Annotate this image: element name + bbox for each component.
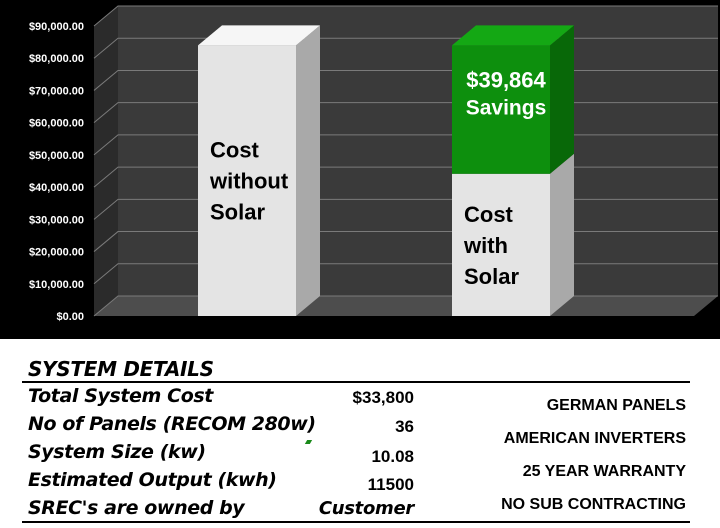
detail-value-srec-owner: Customer (318, 498, 414, 519)
title-divider (22, 381, 690, 383)
bar-segment-top (452, 25, 574, 46)
detail-value-system-size: 10.08 (371, 447, 414, 466)
bar-segment-side (550, 153, 574, 316)
bar-segment-front (452, 173, 550, 316)
bar-segment-label: Cost (464, 202, 514, 227)
y-tick-label: $40,000.00 (29, 182, 84, 194)
system-details-panel: SYSTEM DETAILS Total System Cost $33,800… (0, 339, 720, 528)
chart-side-wall (94, 6, 118, 316)
y-tick-label: $50,000.00 (29, 150, 84, 162)
y-tick-label: $90,000.00 (29, 21, 84, 33)
feature-warranty: 25 YEAR WARRANTY (522, 463, 686, 480)
system-details-title: SYSTEM DETAILS (28, 357, 214, 381)
bar-segment-label: without (209, 169, 289, 194)
y-tick-label: $30,000.00 (29, 214, 84, 226)
bar-segment-side (296, 25, 320, 316)
chart-floor (94, 296, 718, 316)
bar-segment-label: $39,864 (466, 67, 546, 92)
bar-segment-label: Cost (210, 138, 260, 163)
bar-chart: $90,000.00 $80,000.00 $70,000.00 $60,000.00… (29, 5, 718, 323)
feature-no-sub-contracting: NO SUB CONTRACTING (501, 496, 686, 513)
y-tick-label: $70,000.00 (29, 85, 84, 97)
bottom-divider (22, 521, 690, 523)
bar-segment-side (550, 25, 574, 174)
gridline (93, 5, 718, 27)
detail-value-panels: 36 (395, 417, 414, 436)
detail-value-total-cost: $33,800 (352, 388, 414, 407)
chart-area: $90,000.00 $80,000.00 $70,000.00 $60,000.00… (0, 0, 720, 339)
detail-value-estimated-output: 11500 (367, 475, 414, 494)
detail-label-total-cost: Total System Cost (28, 385, 213, 407)
bar-segment-front (452, 45, 550, 174)
feature-american-inverters: AMERICAN INVERTERS (503, 430, 686, 447)
detail-label-system-size: System Size (kw) (28, 441, 206, 463)
detail-label-panels: No of Panels (RECOM 280w) (28, 413, 316, 435)
bar-segment-label: Savings (466, 96, 547, 119)
bar-segment-label: Solar (210, 200, 265, 225)
y-tick-label: $60,000.00 (29, 118, 84, 130)
bar-segment-label: with (463, 233, 508, 258)
y-tick-label: $80,000.00 (29, 53, 84, 65)
bar-segment-label: Solar (464, 264, 519, 289)
detail-label-estimated-output: Estimated Output (kwh) (28, 469, 277, 491)
bar-segment-top (198, 25, 320, 46)
y-tick-label: $0.00 (56, 311, 84, 323)
detail-label-srec-owner: SREC's are owned by (28, 497, 245, 519)
green-tick-mark (304, 440, 313, 444)
y-tick-label: $20,000.00 (29, 247, 84, 259)
y-tick-label: $10,000.00 (29, 279, 84, 291)
feature-german-panels: GERMAN PANELS (546, 397, 686, 414)
bar-segment-front (198, 45, 296, 316)
